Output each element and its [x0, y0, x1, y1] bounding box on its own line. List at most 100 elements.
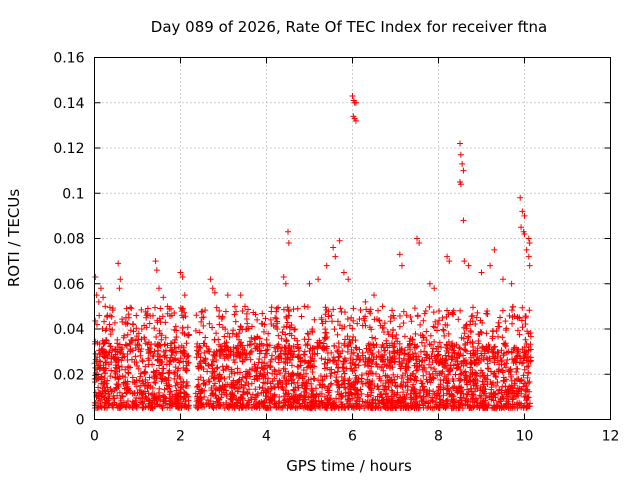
- data-point: [135, 330, 142, 337]
- data-point: [171, 375, 178, 382]
- data-point: [174, 367, 181, 374]
- data-point: [334, 347, 341, 354]
- data-point: [407, 314, 414, 320]
- data-point: [139, 357, 146, 364]
- data-point: [162, 341, 169, 348]
- data-point: [352, 391, 359, 398]
- data-point: [253, 404, 260, 411]
- data-point: [363, 306, 370, 313]
- data-point: [366, 379, 373, 386]
- data-point: [282, 387, 289, 394]
- data-point: [329, 357, 336, 364]
- data-point: [326, 392, 333, 399]
- data-point: [125, 370, 132, 377]
- data-point: [470, 377, 477, 384]
- data-point: [434, 372, 441, 379]
- data-point: [418, 362, 425, 369]
- data-point: [134, 341, 141, 348]
- data-point: [223, 400, 230, 407]
- data-point: [233, 331, 240, 338]
- data-point: [185, 352, 192, 359]
- data-point: [262, 350, 269, 357]
- data-point: [330, 306, 337, 313]
- data-point: [414, 312, 421, 319]
- data-point: [433, 395, 440, 402]
- data-point: [526, 307, 533, 314]
- data-point: [356, 405, 363, 412]
- data-point: [405, 376, 412, 383]
- data-point: [315, 393, 322, 400]
- data-point: [404, 379, 411, 386]
- data-point: [521, 230, 528, 237]
- data-point: [413, 393, 420, 400]
- data-point: [442, 352, 449, 359]
- data-point: [290, 395, 297, 402]
- data-point: [495, 398, 502, 405]
- data-point: [496, 386, 503, 393]
- data-point: [194, 405, 201, 412]
- data-point: [143, 324, 150, 331]
- data-point: [362, 399, 369, 406]
- data-point: [308, 385, 315, 392]
- data-point: [235, 330, 242, 337]
- data-point: [335, 357, 342, 364]
- data-point: [431, 366, 438, 373]
- data-point: [301, 303, 308, 310]
- data-point: [400, 389, 407, 396]
- data-point: [391, 315, 398, 322]
- data-point: [111, 319, 118, 326]
- data-point: [178, 383, 185, 390]
- data-point: [173, 327, 180, 334]
- data-point: [151, 325, 158, 332]
- data-point: [246, 399, 253, 406]
- data-point: [368, 380, 375, 387]
- data-point: [337, 305, 344, 312]
- data-point: [325, 401, 332, 408]
- data-point: [398, 381, 405, 388]
- data-point: [513, 368, 520, 375]
- data-point: [197, 363, 204, 370]
- data-point: [491, 370, 498, 377]
- data-point: [157, 396, 164, 403]
- data-point: [228, 396, 235, 403]
- data-point: [316, 400, 323, 407]
- data-point: [294, 305, 301, 312]
- data-point: [166, 389, 173, 396]
- data-point: [175, 344, 182, 351]
- data-point: [388, 340, 395, 347]
- data-point: [103, 325, 110, 332]
- data-point: [273, 371, 280, 378]
- data-point: [431, 404, 438, 411]
- data-point: [421, 343, 428, 350]
- data-point: [500, 276, 506, 283]
- data-point: [171, 339, 178, 346]
- data-point: [368, 363, 375, 370]
- data-point: [449, 376, 456, 383]
- data-point: [316, 342, 323, 349]
- data-point: [173, 350, 180, 357]
- data-point: [352, 372, 359, 379]
- data-point: [440, 392, 447, 399]
- data-point: [129, 378, 136, 385]
- data-point: [255, 359, 262, 366]
- data-point: [99, 337, 106, 344]
- data-point: [107, 373, 114, 380]
- y-tick-label: 0.14: [53, 96, 84, 112]
- data-point: [282, 365, 289, 372]
- data-point: [436, 307, 443, 314]
- data-point: [142, 308, 149, 315]
- data-point: [299, 357, 306, 364]
- data-point: [243, 379, 250, 386]
- data-point: [426, 355, 433, 362]
- data-point: [234, 349, 241, 356]
- data-point: [133, 312, 140, 319]
- data-point: [138, 345, 145, 352]
- data-point: [271, 366, 278, 373]
- data-point: [471, 351, 478, 358]
- data-point: [163, 376, 170, 383]
- data-point: [117, 403, 124, 410]
- data-point: [199, 314, 205, 321]
- data-point: [269, 370, 276, 377]
- data-point: [278, 384, 285, 391]
- data-point: [412, 356, 419, 363]
